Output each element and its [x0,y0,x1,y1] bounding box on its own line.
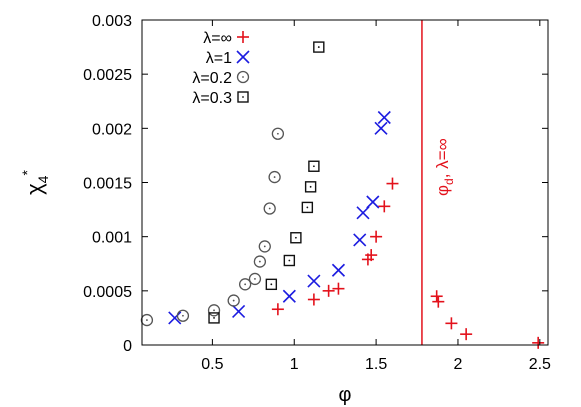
data-point-square [208,312,220,324]
y-axis-label: χ4* [19,170,51,195]
data-point-circle [248,272,262,286]
data-point-plus [386,177,399,190]
data-point-cross [331,263,346,277]
data-point-square [290,232,302,244]
data-point-square [301,201,314,214]
y-tick-label: 0 [123,338,132,355]
x-tick-label: 1.5 [365,356,387,373]
legend-marker-plus [237,31,249,43]
series-plus [271,177,545,349]
series-circle [140,127,285,327]
data-point-cross [168,311,182,325]
data-point-circle [253,255,267,268]
series-square [208,41,325,324]
data-point-plus [370,230,383,243]
y-tick-label: 0.002 [92,121,132,138]
y-tick-label: 0.001 [92,230,132,247]
legend-marker-cross [236,50,250,64]
x-tick-label: 1 [290,356,299,373]
data-point-square [304,181,317,193]
legend-marker-circle [236,70,250,84]
data-point-circle [227,294,240,307]
data-point-square [308,160,320,172]
plot-marks: φd, λ=∞ [140,20,545,349]
legend-label: λ=1 [206,50,232,67]
data-point-cross [374,121,388,135]
data-point-circle [263,202,276,215]
legend-label: λ=0.3 [192,90,232,107]
data-point-plus [460,328,473,341]
data-point-circle [271,127,285,140]
series-cross [168,110,391,325]
y-tick-label: 0.0005 [83,284,132,301]
data-point-circle [207,304,221,317]
data-point-plus [307,293,320,306]
data-point-cross [232,304,246,318]
data-point-plus [432,295,445,308]
x-axis-label: φ [339,384,352,406]
data-point-circle [258,240,271,253]
data-point-plus [430,290,443,303]
data-point-cross [307,274,321,288]
x-tick-label: 0.5 [201,356,223,373]
legend-marker-square [237,91,249,103]
y-tick-label: 0.0025 [83,67,132,84]
y-tick-label: 0.003 [92,13,132,30]
axes: 0 0.0005 0.001 0.0015 0.002 0.0025 0.003 0.5 1 1.… [19,13,551,406]
legend: λ=∞ λ=1 λ=0.2 λ=0.3 [192,30,250,107]
data-point-plus [322,284,335,297]
data-point-cross [356,206,370,220]
y-tick-label: 0.0015 [83,176,132,193]
data-point-square [313,41,325,53]
data-point-circle [268,170,281,184]
data-point-circle [176,309,190,322]
x-tick-label: 2 [454,356,463,373]
data-point-plus [332,282,345,295]
phi-d-annotation: φd, λ=∞ [433,138,456,196]
data-point-cross [366,195,380,209]
data-point-cross [353,233,367,247]
data-point-square [283,254,296,267]
data-point-plus [445,317,458,330]
data-point-cross [377,110,391,125]
data-point-cross [282,289,296,303]
data-point-square [265,278,278,291]
legend-label: λ=∞ [203,30,232,47]
data-point-circle [238,278,252,291]
data-point-plus [378,200,391,213]
data-point-plus [532,336,545,349]
data-point-plus [271,303,284,316]
legend-label: λ=0.2 [192,70,232,87]
data-point-circle [140,313,154,327]
x-tick-label: 2.5 [529,356,551,373]
data-point-plus [365,249,378,262]
